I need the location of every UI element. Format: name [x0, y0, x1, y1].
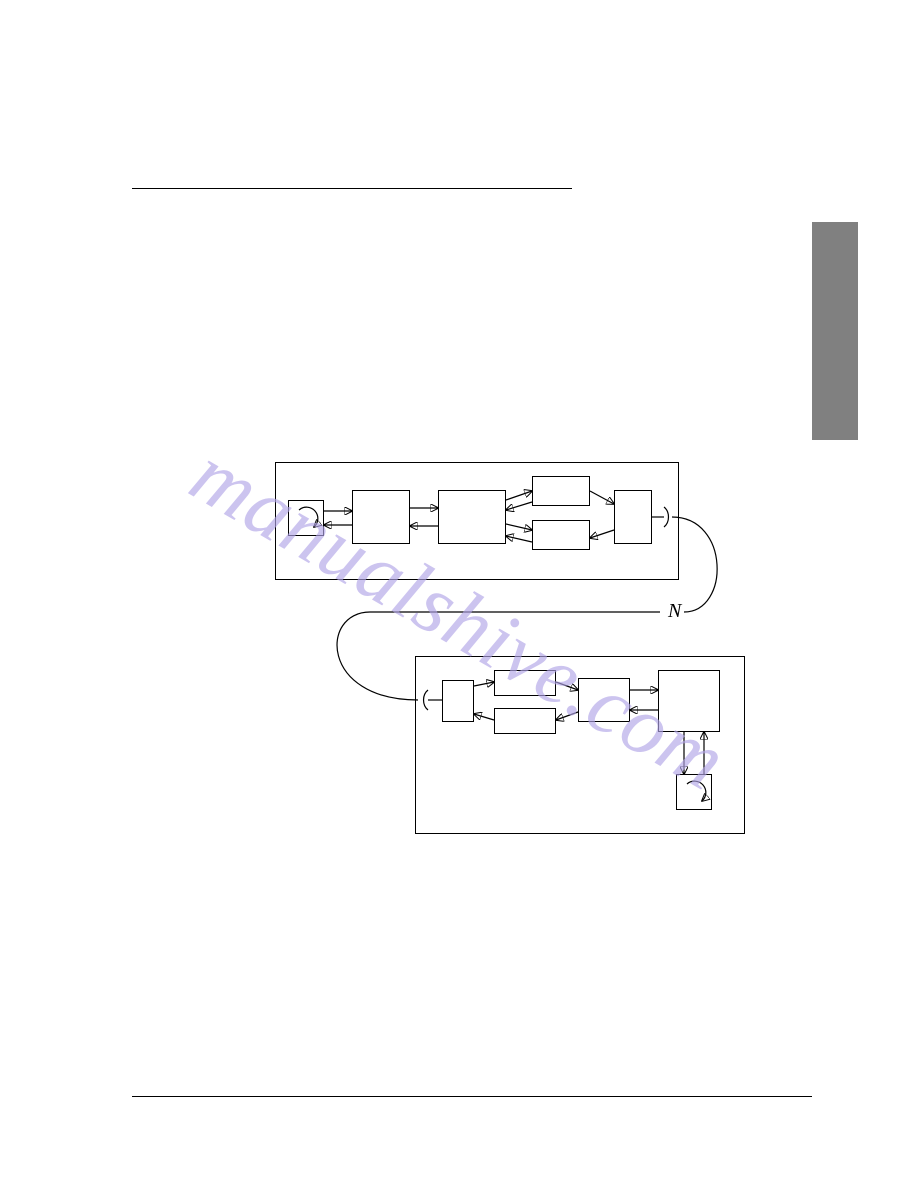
diagram-arrows [260, 462, 760, 862]
side-chapter-tab [812, 222, 858, 440]
footer-rule [132, 1096, 812, 1097]
header-rule [132, 188, 572, 189]
page: manualshive.com N [0, 0, 918, 1188]
signal-flow-diagram: N [260, 462, 760, 862]
